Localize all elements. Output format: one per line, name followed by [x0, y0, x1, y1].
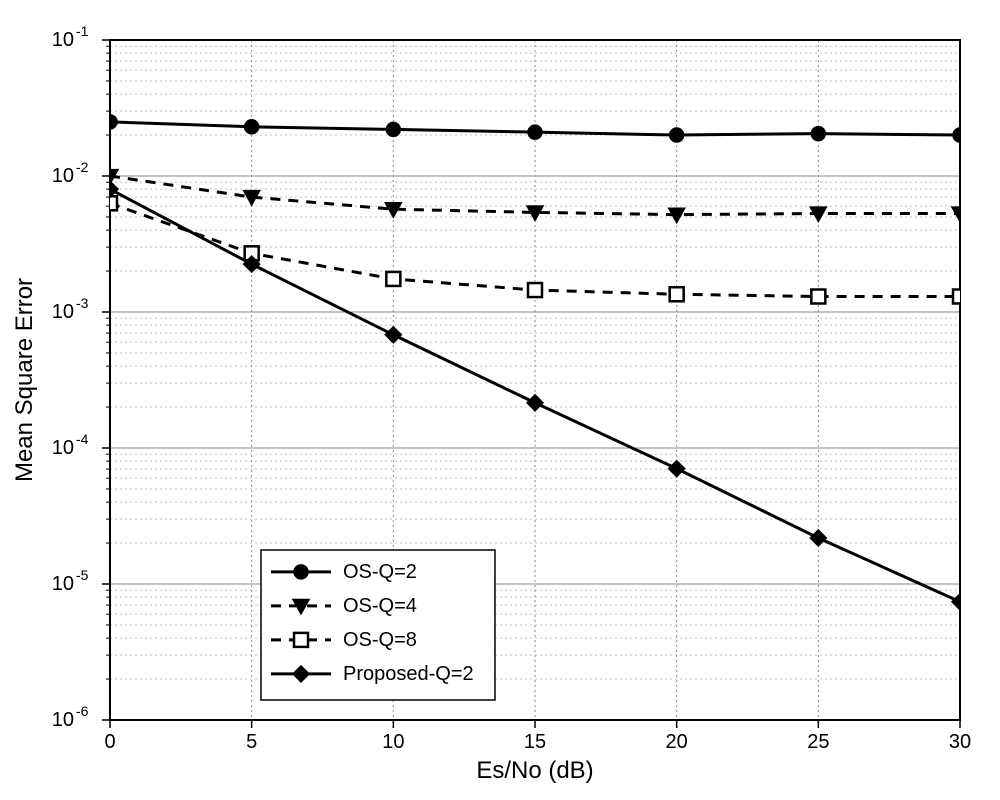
- legend-label: OS-Q=4: [343, 595, 417, 617]
- svg-text:10: 10: [52, 301, 74, 323]
- mse-chart: 051015202530Es/No (dB)10-110-210-310-410…: [0, 0, 1000, 800]
- legend: OS-Q=2 OS-Q=4 OS-Q=8 Proposed-Q=2: [261, 550, 495, 700]
- svg-text:-3: -3: [76, 295, 89, 311]
- svg-text:10: 10: [52, 437, 74, 459]
- svg-text:10: 10: [52, 29, 74, 51]
- svg-text:-6: -6: [76, 703, 89, 719]
- svg-text:-5: -5: [76, 567, 89, 583]
- svg-text:-4: -4: [76, 431, 89, 447]
- svg-text:-2: -2: [76, 159, 89, 175]
- svg-text:10: 10: [52, 709, 74, 731]
- x-tick-label: 30: [949, 731, 971, 753]
- x-axis-label: Es/No (dB): [476, 757, 593, 784]
- x-tick-label: 20: [666, 731, 688, 753]
- svg-text:-1: -1: [76, 23, 89, 39]
- svg-text:10: 10: [52, 165, 74, 187]
- figure-container: 051015202530Es/No (dB)10-110-210-310-410…: [0, 0, 1000, 800]
- y-axis-label: Mean Square Error: [11, 278, 38, 482]
- x-tick-label: 0: [104, 731, 115, 753]
- x-tick-label: 10: [382, 731, 404, 753]
- legend-label: OS-Q=2: [343, 561, 417, 583]
- legend-label: OS-Q=8: [343, 629, 417, 651]
- svg-text:10: 10: [52, 573, 74, 595]
- x-tick-label: 15: [524, 731, 546, 753]
- x-tick-label: 25: [807, 731, 829, 753]
- x-tick-label: 5: [246, 731, 257, 753]
- legend-label: Proposed-Q=2: [343, 663, 474, 685]
